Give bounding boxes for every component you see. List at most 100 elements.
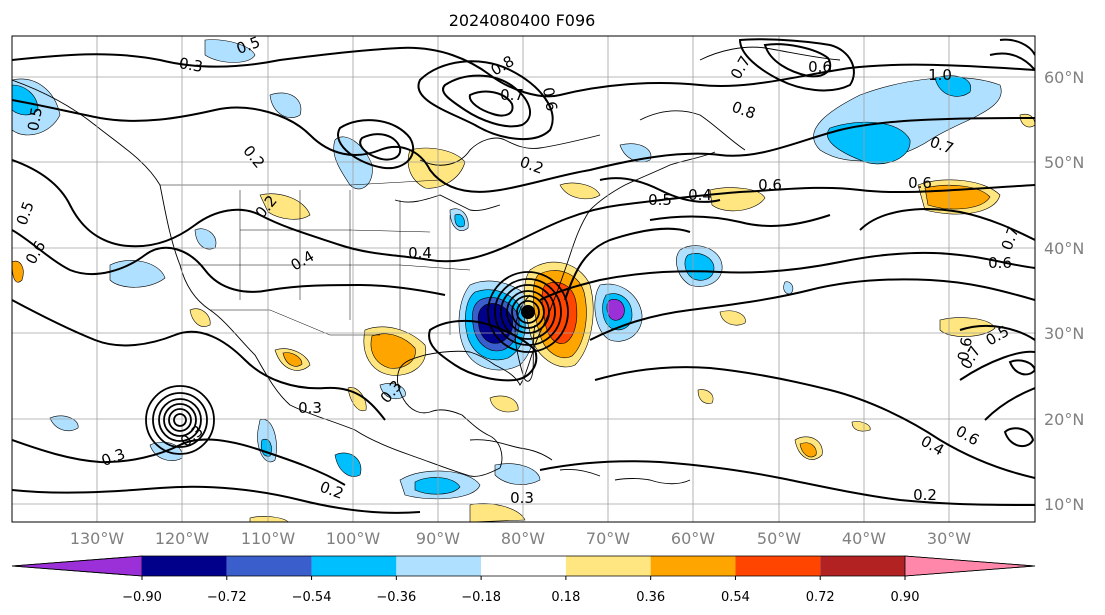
state-lines <box>180 264 471 271</box>
contours <box>12 38 1035 514</box>
colorbar-tick-label: −0.72 <box>207 590 247 605</box>
contour-label: 0.6 <box>988 254 1012 272</box>
shading-region <box>204 39 256 63</box>
contour-label: 0.6 <box>758 176 782 194</box>
shading-region <box>334 452 362 477</box>
shading-region <box>697 389 714 404</box>
contour-line <box>359 133 402 161</box>
lon-label: 50°W <box>757 529 801 548</box>
shading-region <box>269 92 302 118</box>
contour-line <box>989 38 1035 71</box>
contour-line <box>12 99 1035 193</box>
contour-label: 0.3 <box>178 54 205 76</box>
shading-region <box>619 143 652 163</box>
storm-center <box>521 305 535 319</box>
contour-line <box>738 38 855 92</box>
colorbar-extend-low <box>11 555 143 577</box>
colorbar-tick-label: 0.90 <box>891 590 920 605</box>
colorbar-segment <box>226 556 312 576</box>
lon-label: 30°W <box>927 529 971 548</box>
contour-line <box>539 251 1035 301</box>
contour-line <box>12 485 421 514</box>
contour-line <box>12 159 1035 263</box>
pacific-storm-contours <box>145 385 215 455</box>
contour-line <box>564 227 691 301</box>
contour-line <box>12 438 346 486</box>
lon-label: 110°W <box>241 529 296 548</box>
shading-region <box>259 193 311 220</box>
shading-region <box>494 463 541 485</box>
map-area: 0.50.3 0.80.7 0.60.7 0.6 1.00.80.70.60.50.40… <box>12 36 1035 522</box>
contour-line <box>599 177 721 203</box>
colorbar-segment <box>142 556 227 576</box>
state-lines <box>239 190 451 335</box>
contour-line <box>1003 427 1035 448</box>
contour-line <box>12 299 386 421</box>
contour-line <box>12 46 1035 98</box>
shading-region <box>249 516 289 522</box>
colorbar-segment <box>311 556 397 576</box>
contour-label: 0.4 <box>688 186 712 204</box>
contour-label: 0.6 <box>808 58 832 76</box>
contour-line <box>589 278 1035 341</box>
shading-region <box>414 477 461 495</box>
shading-region <box>827 121 911 165</box>
colorbar-tick-label: 0.72 <box>806 590 835 605</box>
contour-line <box>1008 359 1035 376</box>
contour-label: 0.3 <box>298 399 322 417</box>
lat-label: 60°N <box>1044 68 1084 87</box>
colorbar-tick-label: 0.18 <box>551 590 580 605</box>
contour-line <box>12 229 446 296</box>
colorbar-tick-label: −0.36 <box>376 590 416 605</box>
gulf-coast <box>397 344 536 469</box>
shading-region <box>684 253 715 281</box>
contour-line <box>594 366 1035 479</box>
contour-line <box>442 74 531 128</box>
cuba <box>469 439 553 461</box>
contour-label: 0.6 <box>954 336 976 363</box>
pacific-coast <box>12 79 501 477</box>
contour-label: 0.6 <box>539 86 561 113</box>
contour-label: 0.4 <box>408 244 432 262</box>
contour-label: 0.3 <box>510 489 534 507</box>
shading-region <box>370 333 416 369</box>
shading-region <box>282 352 303 367</box>
shading-region <box>606 299 625 321</box>
hispaniola <box>559 469 601 477</box>
lon-label: 120°W <box>155 529 210 548</box>
lat-label: 40°N <box>1044 239 1084 258</box>
shading-region <box>934 75 972 97</box>
shading-region <box>189 308 211 327</box>
map-frame <box>11 35 1036 523</box>
lon-label: 130°W <box>70 529 125 548</box>
colorbar-segment <box>396 556 482 576</box>
contour-line <box>417 60 554 141</box>
lon-labels: 130°W 120°W 110°W 100°W 90°W 80°W 70°W 6… <box>70 529 971 548</box>
shading-region <box>12 84 39 116</box>
contour-line <box>859 208 1035 241</box>
labrador-coast <box>639 110 746 151</box>
colorbar: −0.90 −0.72 −0.54 −0.36 −0.18 0.18 0.36 0.54 0.7… <box>11 555 1036 605</box>
lat-label: 10°N <box>1044 495 1084 514</box>
storm-contours <box>487 271 569 353</box>
lon-label: 40°W <box>842 529 886 548</box>
colorbar-segment <box>820 556 905 576</box>
contour-label: 0.6 <box>908 174 932 192</box>
shading-region <box>454 214 465 228</box>
map-title: 2024080400 F096 <box>449 11 596 30</box>
colorbar-segment <box>481 556 566 576</box>
shading-region <box>559 182 601 200</box>
lon-label: 60°W <box>671 529 715 548</box>
contour-line <box>959 324 1035 421</box>
contour-label: 0.5 <box>648 191 672 209</box>
contour-line <box>337 119 415 170</box>
lon-label: 100°W <box>326 529 381 548</box>
us-canada-border <box>160 179 441 186</box>
shading-region <box>347 387 367 412</box>
lat-labels: 60°N 50°N 40°N 30°N 20°N 10°N <box>1044 68 1084 514</box>
shading-region <box>379 383 406 399</box>
shading-region <box>719 310 746 326</box>
great-lakes <box>394 194 501 211</box>
lon-label: 90°W <box>416 529 460 548</box>
colorbar-tick-label: −0.90 <box>122 590 162 605</box>
